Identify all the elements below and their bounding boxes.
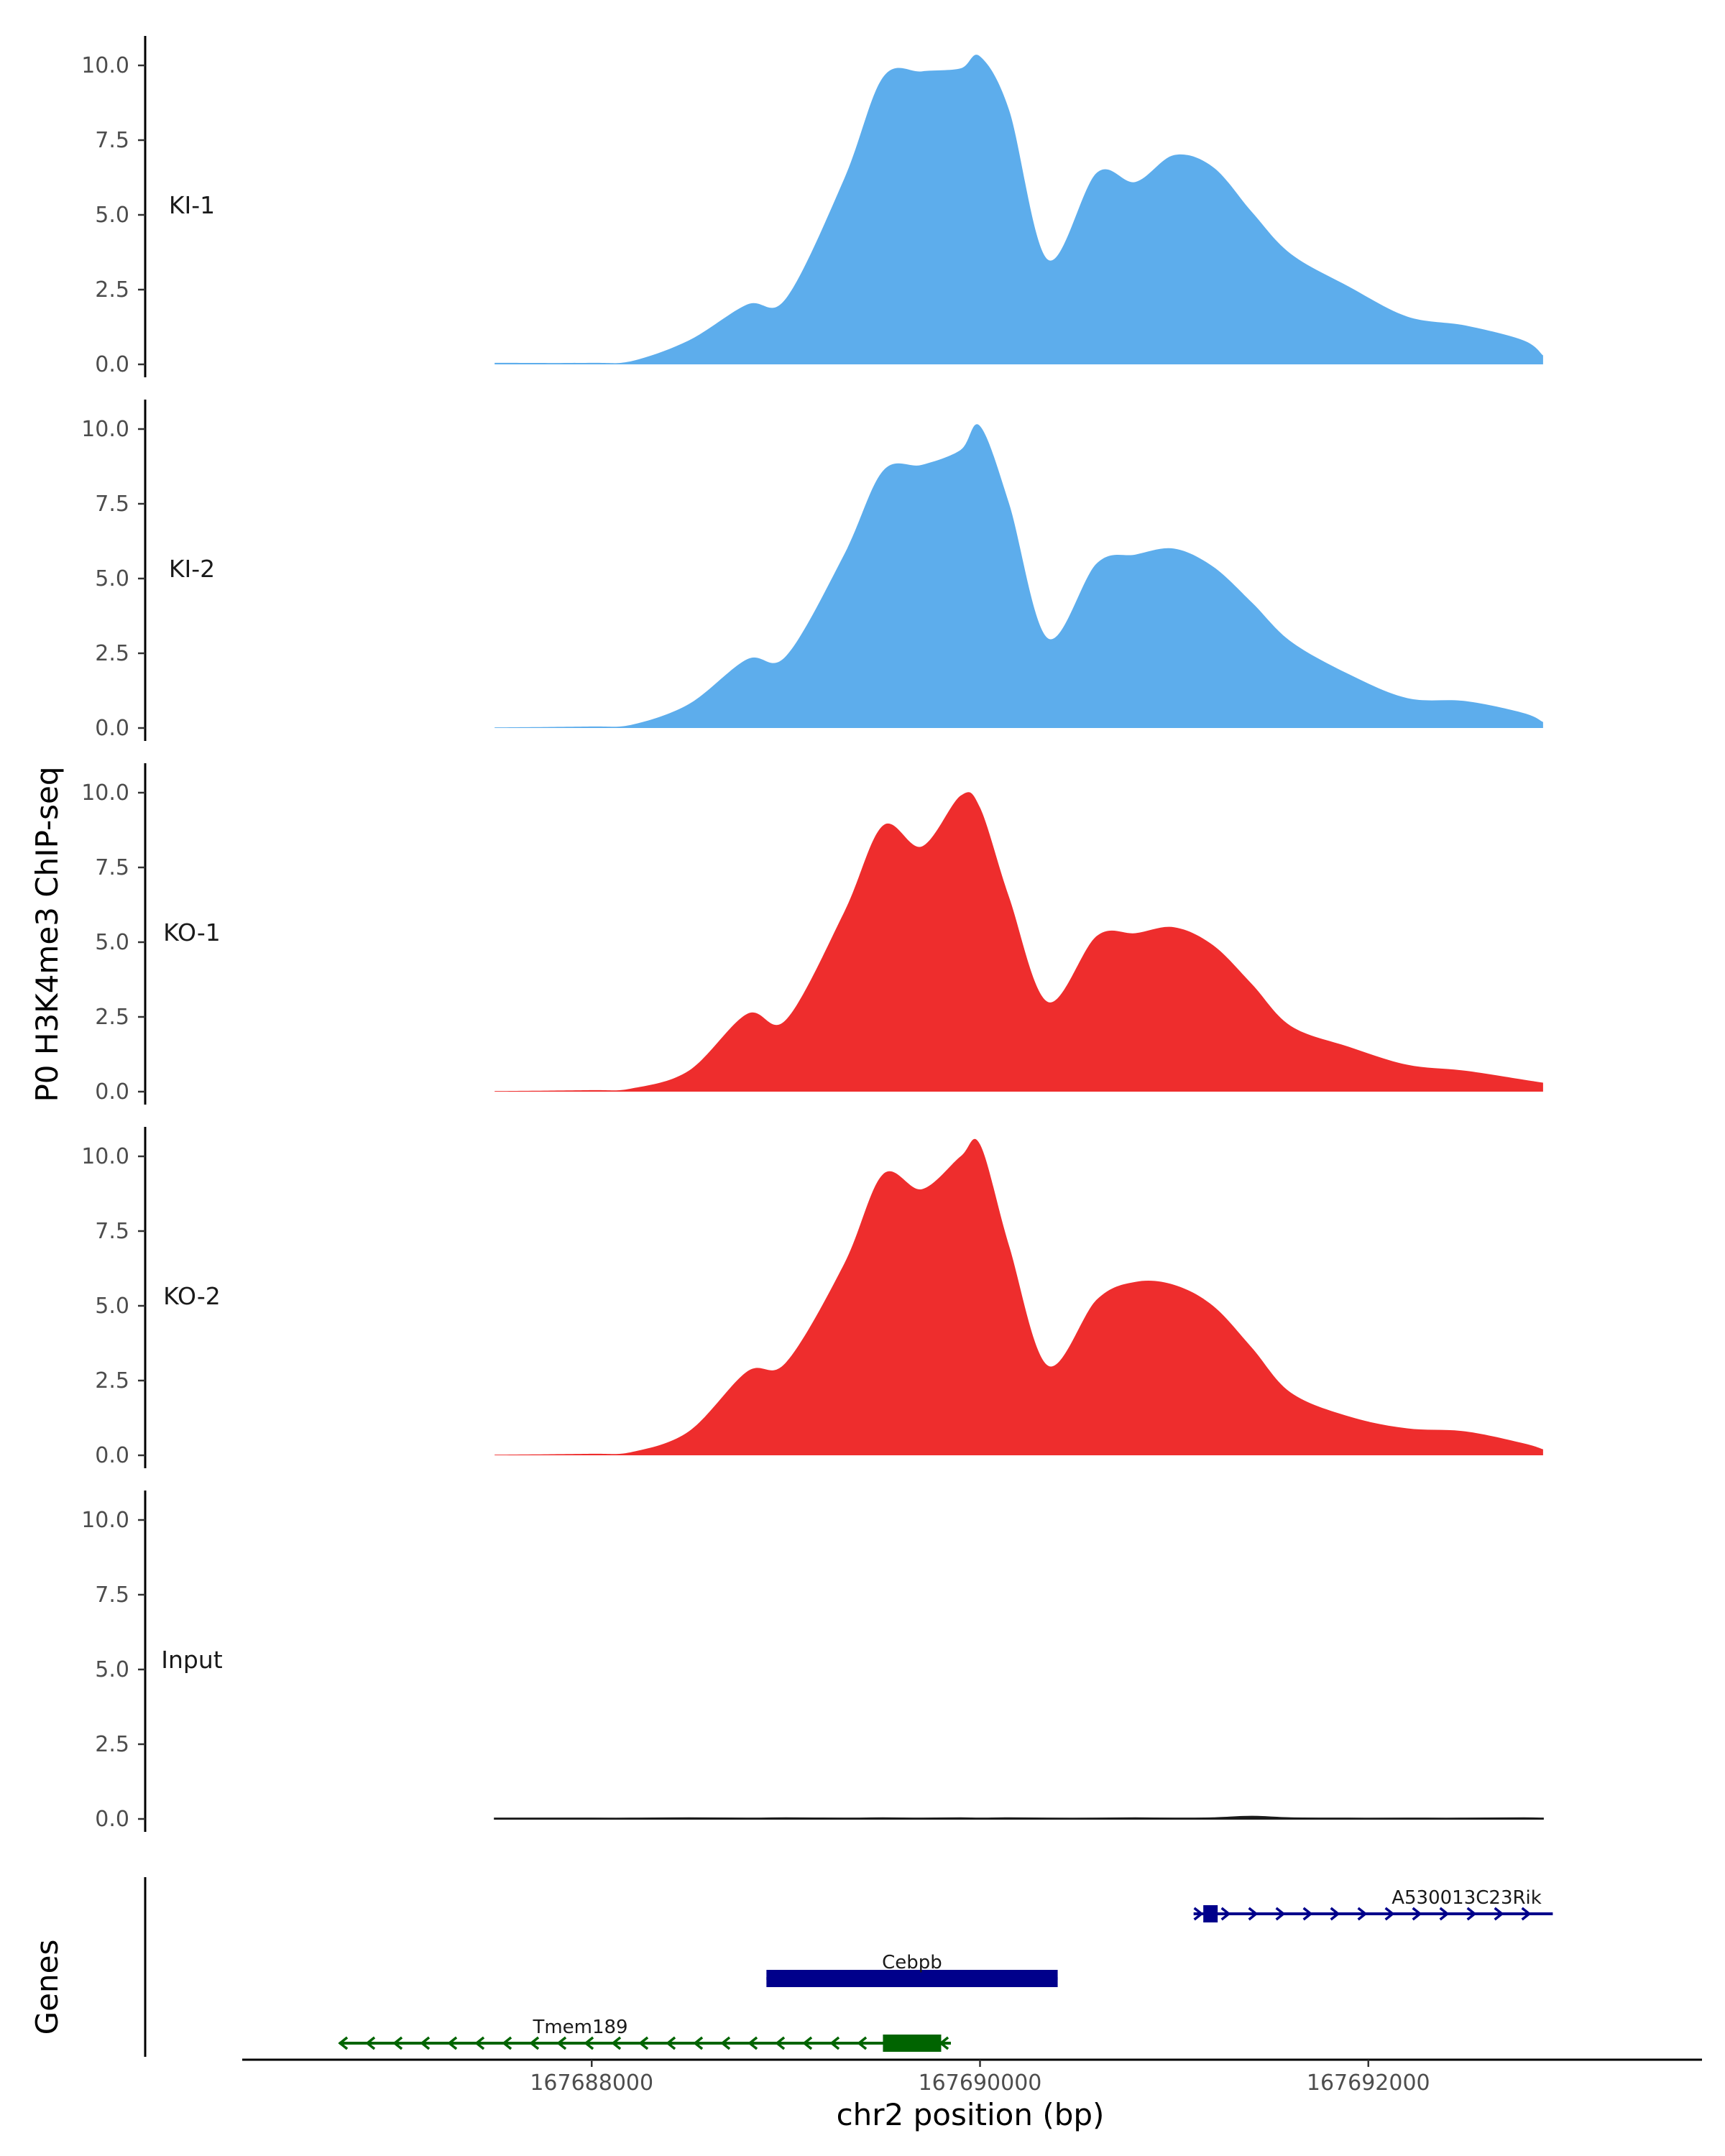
y-tick-label: 7.5: [95, 128, 129, 153]
gene-exon: [766, 1970, 1058, 1987]
x-axis-title: chr2 position (bp): [837, 2097, 1105, 2132]
track-input: 0.0 2.5 5.0 7.5 10.0 Input: [81, 1491, 1544, 1832]
strand-chevron: [720, 2036, 731, 2050]
y-tick-label: 2.5: [95, 277, 129, 303]
track-label-ki-2: KI-2: [169, 555, 215, 583]
strand-chevron: [1466, 1907, 1477, 1921]
gene-cebpb: Cebpb: [766, 1952, 1058, 1987]
y-tick-label: 5.0: [95, 930, 129, 955]
y-tick-label: 2.5: [95, 641, 129, 666]
track-ko-2: 0.0 2.5 5.0 7.5 10.0 KO-2: [81, 1127, 1543, 1468]
strand-chevron: [1220, 1907, 1231, 1921]
signal-area-ki-1: [494, 55, 1543, 364]
strand-chevron: [474, 2036, 485, 2050]
strand-chevron: [1357, 1907, 1368, 1921]
x-tick-label: 167688000: [530, 2070, 653, 2096]
strand-chevron: [556, 2036, 567, 2050]
gene-tmem189: Tmem189: [338, 2017, 951, 2052]
strand-chevron: [447, 2036, 458, 2050]
track-label-ko-1: KO-1: [163, 918, 221, 946]
track-ki-2: 0.0 2.5 5.0 7.5 10.0 KI-2: [81, 400, 1543, 741]
track-label-ki-1: KI-1: [169, 191, 215, 219]
x-tick-label: 167690000: [919, 2070, 1042, 2096]
strand-chevron: [1439, 1907, 1450, 1921]
strand-chevron: [392, 2036, 403, 2050]
strand-chevron: [857, 2036, 868, 2050]
gene-exon: [1203, 1905, 1218, 1922]
gene-exon: [883, 2035, 942, 2052]
x-axis: 167688000 167690000 167692000: [242, 2058, 1702, 2096]
genes-track-label: Genes: [29, 1940, 65, 2035]
y-tick-label: 10.0: [81, 780, 129, 806]
y-axis-title: P0 H3K4me3 ChIP-seq: [29, 766, 65, 1102]
y-tick-label: 0.0: [95, 1807, 129, 1832]
strand-chevron: [1248, 1907, 1259, 1921]
y-tick-label: 7.5: [95, 492, 129, 517]
gene-a530013c23rik: A530013C23Rik: [1193, 1887, 1553, 1922]
strand-chevron: [693, 2036, 704, 2050]
gene-label-a530013c23rik: A530013C23Rik: [1392, 1887, 1542, 1909]
y-tick-label: 10.0: [81, 1144, 129, 1169]
track-label-input: Input: [161, 1646, 223, 1674]
strand-chevron: [365, 2036, 376, 2050]
y-tick-label: 10.0: [81, 417, 129, 442]
y-tick-label: 5.0: [95, 566, 129, 591]
strand-chevron: [1193, 1907, 1204, 1921]
y-tick-label: 7.5: [95, 855, 129, 880]
strand-chevron: [775, 2036, 786, 2050]
strand-chevron: [638, 2036, 649, 2050]
track-label-ko-2: KO-2: [163, 1282, 221, 1310]
y-tick-label: 10.0: [81, 53, 129, 78]
strand-chevron: [420, 2036, 431, 2050]
strand-chevron: [802, 2036, 813, 2050]
strand-chevron: [666, 2036, 676, 2050]
genes-track: A530013C23Rik Cebpb Tmem189: [144, 1877, 1553, 2057]
strand-chevron: [1521, 1907, 1532, 1921]
strand-chevron: [611, 2036, 622, 2050]
strand-chevron: [1330, 1907, 1340, 1921]
strand-chevron: [829, 2036, 840, 2050]
strand-chevron: [1384, 1907, 1395, 1921]
strand-chevron: [1412, 1907, 1422, 1921]
strand-chevron: [338, 2036, 349, 2050]
y-tick-label: 2.5: [95, 1005, 129, 1030]
y-tick-label: 7.5: [95, 1583, 129, 1608]
strand-chevron: [1275, 1907, 1286, 1921]
x-tick-label: 167692000: [1307, 2070, 1430, 2096]
y-tick-label: 5.0: [95, 203, 129, 228]
y-tick-label: 2.5: [95, 1732, 129, 1757]
y-tick-label: 5.0: [95, 1294, 129, 1319]
strand-chevron: [748, 2036, 758, 2050]
signal-tracks: 0.0 2.5 5.0 7.5 10.0 KI-1 0.0 2.5 5.0 7.5 10.0 KI-2…: [81, 36, 1544, 1832]
strand-chevron: [529, 2036, 540, 2050]
strand-chevron: [584, 2036, 594, 2050]
y-tick-label: 5.0: [95, 1657, 129, 1682]
gene-label-tmem189: Tmem189: [532, 2017, 627, 2038]
signal-area-ki-2: [494, 424, 1543, 728]
signal-area-ko-2: [494, 1138, 1543, 1455]
y-tick-label: 0.0: [95, 352, 129, 377]
gene-label-cebpb: Cebpb: [882, 1952, 942, 1973]
y-tick-label: 2.5: [95, 1368, 129, 1393]
y-tick-label: 0.0: [95, 1443, 129, 1468]
y-tick-label: 0.0: [95, 1079, 129, 1105]
signal-area-input: [494, 1815, 1544, 1820]
y-tick-label: 10.0: [81, 1508, 129, 1533]
strand-chevron: [1302, 1907, 1313, 1921]
track-ki-1: 0.0 2.5 5.0 7.5 10.0 KI-1: [81, 36, 1543, 377]
signal-area-ko-1: [494, 792, 1543, 1092]
y-tick-label: 0.0: [95, 716, 129, 741]
strand-chevron: [1494, 1907, 1504, 1921]
strand-chevron: [502, 2036, 512, 2050]
track-ko-1: 0.0 2.5 5.0 7.5 10.0 KO-1: [81, 763, 1543, 1105]
y-tick-label: 7.5: [95, 1219, 129, 1244]
